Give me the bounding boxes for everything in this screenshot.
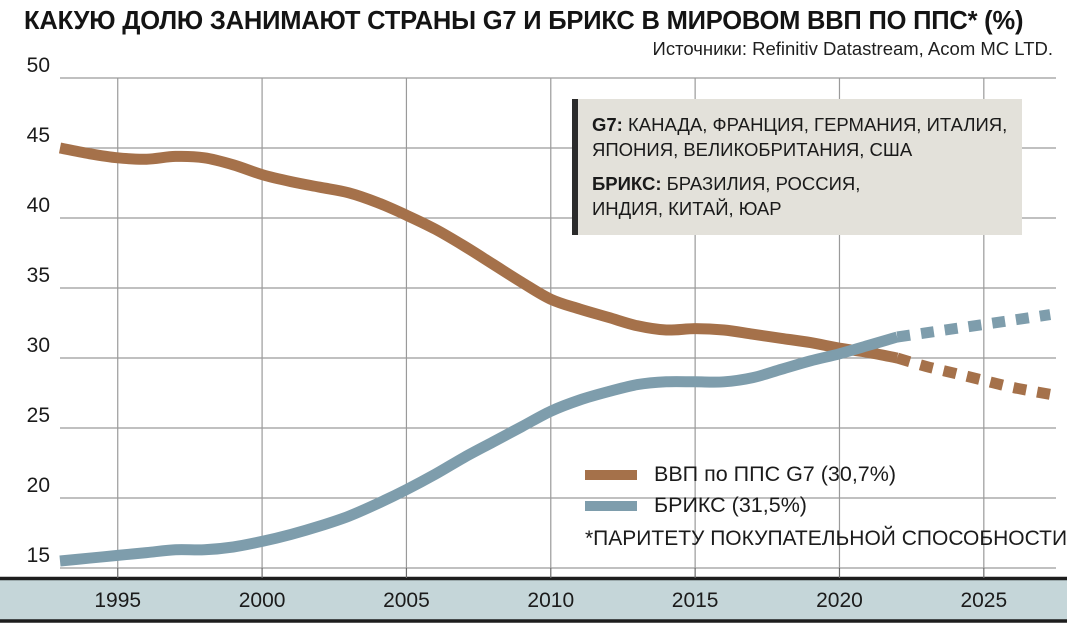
- x-tick-label: 2025: [960, 589, 1007, 612]
- y-tick-label: 50: [27, 54, 50, 77]
- series-line: [896, 309, 1052, 343]
- y-tick-label: 30: [27, 334, 50, 357]
- y-tick-label: 20: [27, 474, 50, 497]
- legend-item-brics: БРИКС (31,5%): [585, 490, 1045, 521]
- y-tick-label: 35: [27, 264, 50, 287]
- source-caption: Источники: Refinitiv Datastream, Acom MC…: [652, 38, 1053, 59]
- x-tick-label: 2010: [527, 589, 574, 612]
- y-tick-label: 15: [27, 544, 50, 567]
- info-brics-line1: БРИКС: БРАЗИЛИЯ, РОССИЯ,: [592, 171, 1012, 196]
- countries-info-box: G7: КАНАДА, ФРАНЦИЯ, ГЕРМАНИЯ, ИТАЛИЯ, Я…: [572, 99, 1022, 235]
- x-tick-label: 2005: [383, 589, 430, 612]
- info-g7-countries-1: КАНАДА, ФРАНЦИЯ, ГЕРМАНИЯ, ИТАЛИЯ,: [622, 114, 1008, 135]
- info-brics-countries-1: БРАЗИЛИЯ, РОССИЯ,: [661, 173, 861, 194]
- x-tick-label: 2000: [239, 589, 286, 612]
- x-tick-label: 2015: [672, 589, 719, 612]
- y-axis-labels: 15 20 25 30 35 40 45 50: [27, 54, 50, 567]
- series-line: [58, 142, 899, 364]
- x-tick-label: 1995: [94, 589, 141, 612]
- x-axis-band: [0, 568, 1067, 623]
- page-title: КАКУЮ ДОЛЮ ЗАНИМАЮТ СТРАНЫ G7 И БРИКС В …: [24, 7, 1024, 35]
- chart-legend: ВВП по ППС G7 (30,7%) БРИКС (31,5%): [585, 459, 1045, 521]
- data-series: [58, 142, 1052, 567]
- legend-item-g7: ВВП по ППС G7 (30,7%): [585, 459, 1045, 490]
- legend-swatch-g7: [585, 469, 637, 480]
- info-brics-line2: ИНДИЯ, КИТАЙ, ЮАР: [592, 198, 782, 219]
- legend-swatch-brics: [585, 500, 637, 511]
- legend-label-g7: ВВП по ППС G7 (30,7%): [654, 462, 897, 486]
- series-line: [59, 331, 899, 567]
- info-g7-line1: G7: КАНАДА, ФРАНЦИЯ, ГЕРМАНИЯ, ИТАЛИЯ,: [592, 112, 1012, 137]
- y-tick-label: 45: [27, 124, 50, 147]
- series-line: [895, 352, 1052, 400]
- footnote-text: *ПАРИТЕТУ ПОКУПАТЕЛЬНОЙ СПОСОБНОСТИ.: [585, 527, 1067, 550]
- y-tick-label: 40: [27, 194, 50, 217]
- x-axis-band-fill: [0, 578, 1067, 622]
- x-tick-label: 2020: [816, 589, 863, 612]
- y-tick-label: 25: [27, 404, 50, 427]
- x-axis-labels: 1995 2000 2005 2010 2015 2020 2025: [94, 589, 1007, 612]
- info-g7-tag: G7:: [592, 114, 623, 135]
- legend-label-brics: БРИКС (31,5%): [654, 493, 807, 517]
- info-brics-tag: БРИКС:: [592, 173, 662, 194]
- info-g7-line2: ЯПОНИЯ, ВЕЛИКОБРИТАНИЯ, США: [592, 139, 913, 160]
